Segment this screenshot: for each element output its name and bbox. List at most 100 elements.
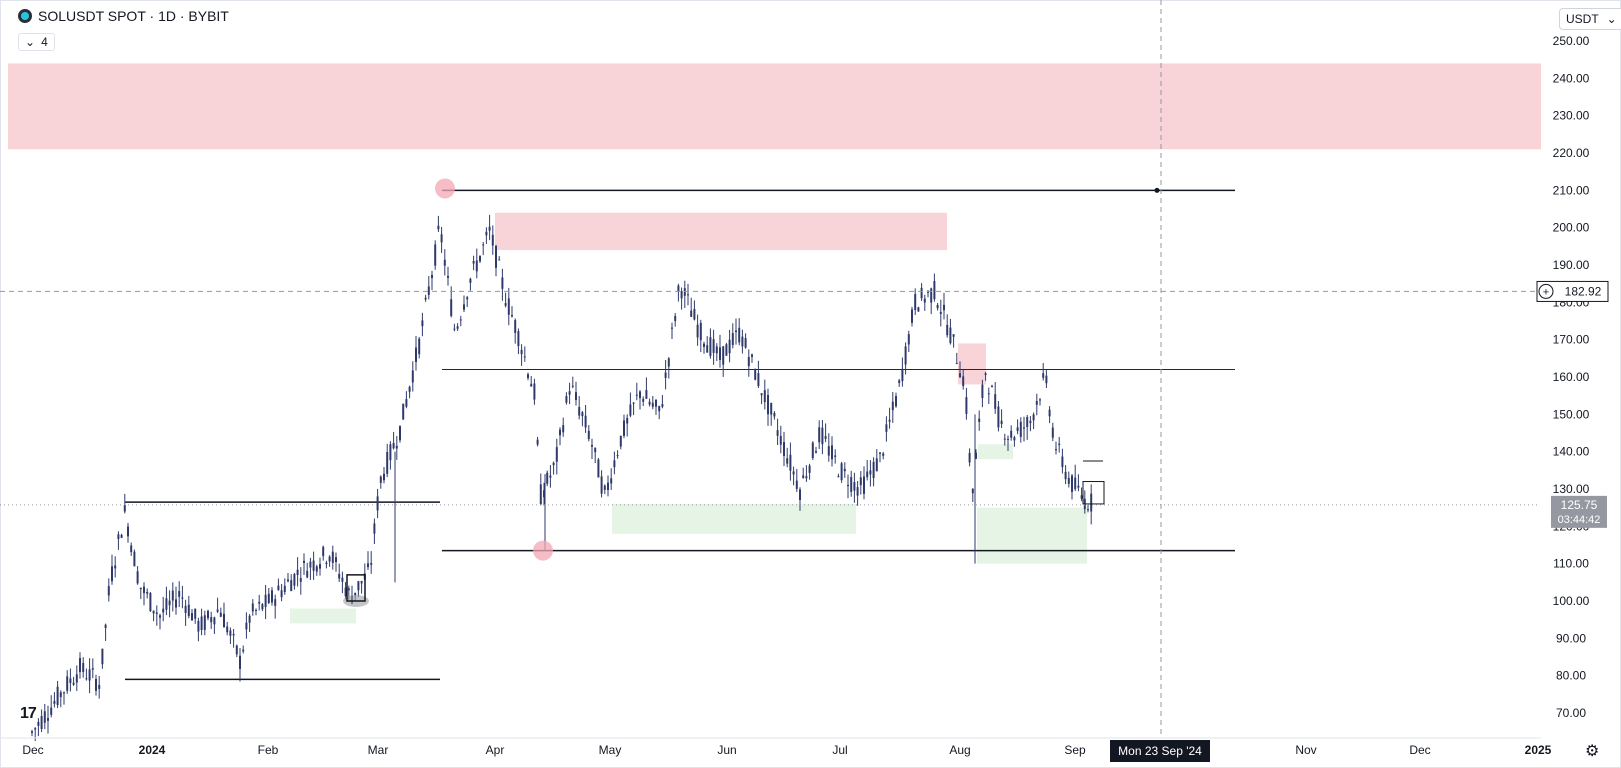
symbol-title[interactable]: SOLUSDT SPOT · 1D · BYBIT: [38, 8, 229, 24]
time-tick-label: Jul: [832, 743, 847, 757]
candle-body: [123, 504, 126, 512]
supply-zone: [495, 212, 947, 251]
candle-body: [1055, 449, 1057, 451]
candle-body: [1051, 427, 1054, 438]
candle-body: [1042, 373, 1045, 378]
candle-body: [1007, 438, 1009, 440]
candle-body: [712, 339, 715, 353]
candle-body: [987, 393, 990, 395]
candle-body: [693, 309, 696, 320]
add-alert-icon: [1538, 283, 1554, 299]
candle-body: [434, 244, 437, 266]
price-tick-label: 130.00: [1553, 482, 1590, 496]
candle-body: [639, 391, 641, 399]
candle-body: [47, 718, 49, 721]
chart-header[interactable]: SOLUSDT SPOT · 1D · BYBIT: [18, 8, 229, 24]
supply-zone: [8, 63, 1541, 150]
symbol-logo-icon: [18, 9, 32, 23]
candle-body: [149, 593, 152, 612]
plus-icon: +: [1543, 286, 1549, 298]
candle-body: [43, 711, 46, 723]
candle-body: [168, 600, 171, 606]
candle-body: [207, 610, 209, 619]
candle-body: [738, 327, 741, 343]
candle-body: [120, 534, 123, 538]
candle-body: [683, 288, 686, 296]
candle-body: [853, 482, 856, 491]
candle-body: [802, 475, 805, 478]
candle-body: [322, 546, 325, 557]
candle-body: [555, 447, 558, 462]
candle-body: [178, 591, 181, 597]
candle-body: [655, 400, 657, 407]
chevron-down-icon[interactable]: ⌄: [25, 35, 36, 49]
candle-body: [303, 560, 305, 564]
candle-body: [968, 452, 971, 463]
candle-body: [219, 612, 222, 617]
candle-body: [456, 326, 459, 329]
candle-body: [239, 655, 241, 669]
candle-body: [783, 442, 785, 456]
candle-body: [834, 455, 837, 457]
candle-body: [907, 334, 910, 345]
candle-body: [127, 526, 129, 537]
candle-body: [82, 663, 85, 672]
candle-body: [443, 259, 446, 266]
candle-body: [648, 401, 651, 405]
candle-body: [283, 585, 286, 593]
candle-body: [482, 244, 485, 246]
candle-body: [197, 620, 200, 632]
candle-body: [367, 563, 369, 568]
candle-body: [296, 569, 299, 576]
candle-body: [139, 587, 142, 590]
candle-body: [319, 564, 321, 569]
candle-body: [95, 678, 97, 691]
candle-body: [677, 285, 680, 292]
candle-body: [463, 304, 465, 310]
candle-body: [645, 390, 648, 399]
candle-body: [1071, 475, 1073, 492]
indicators-toggle[interactable]: ⌄ 4: [18, 33, 55, 51]
chevron-down-icon: ⌄: [1606, 12, 1617, 26]
candle-body: [232, 633, 235, 636]
candle-body: [949, 327, 952, 344]
candle-body: [1080, 495, 1083, 499]
candle-body: [299, 578, 302, 582]
candle-body: [466, 297, 469, 300]
candle-body: [616, 455, 619, 457]
candle-body: [511, 314, 513, 317]
candle-body: [751, 354, 753, 357]
candle-body: [735, 330, 737, 333]
price-tick-label: 160.00: [1553, 370, 1590, 384]
candle-body: [840, 463, 843, 481]
candle-body: [85, 678, 88, 680]
candle-body: [242, 649, 245, 652]
candle-body: [901, 368, 904, 382]
candle-body: [527, 374, 529, 378]
candle-body: [664, 372, 667, 378]
gear-icon[interactable]: ⚙: [1585, 743, 1600, 760]
candle-body: [165, 598, 168, 610]
candle-body: [200, 616, 203, 630]
candle-body: [667, 358, 670, 367]
candle-body: [610, 478, 613, 484]
candle-body: [88, 669, 91, 681]
candle-body: [939, 311, 942, 314]
candle-body: [155, 612, 158, 614]
candle-body: [827, 446, 830, 456]
currency-select[interactable]: USDT ⌄: [1559, 8, 1621, 30]
price-tick-label: 110.00: [1553, 557, 1589, 571]
candle-body: [226, 626, 229, 633]
candle-body: [875, 458, 878, 472]
candle-body: [402, 403, 405, 420]
price-tick-label: 140.00: [1553, 445, 1590, 459]
candle-body: [159, 615, 161, 618]
candle-body: [171, 590, 174, 601]
candle-body: [859, 477, 862, 486]
candle-body: [411, 370, 414, 383]
candle-body: [312, 560, 315, 571]
price-tick-label: 230.00: [1553, 109, 1590, 123]
time-tick-label: Dec: [22, 743, 43, 757]
candle-body: [427, 286, 430, 295]
